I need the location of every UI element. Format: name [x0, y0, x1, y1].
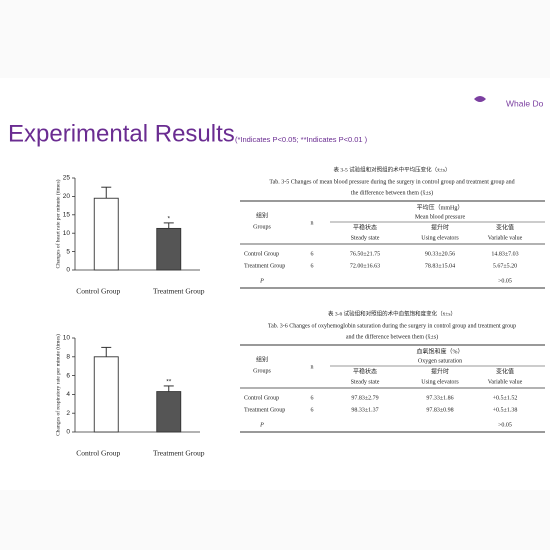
cell: 14.83±7.03: [491, 251, 518, 257]
header-n: n: [311, 364, 314, 370]
cell: 97.83±0.98: [426, 407, 453, 413]
header-col-cn: 提升时: [431, 223, 449, 231]
y-tick-label: 2: [66, 410, 70, 417]
bar: [156, 227, 182, 271]
p-value: >0.05: [498, 278, 512, 284]
header-col-cn: 变化值: [496, 223, 514, 231]
row-label: Control Group: [244, 251, 279, 257]
header-measure-cn: 平均压（mmHg）: [417, 203, 464, 211]
y-tick-label: 25: [63, 175, 71, 182]
y-tick-label: 0: [66, 267, 70, 274]
y-tick-label: 15: [63, 212, 71, 219]
header-col-cn: 平稳状态: [353, 367, 377, 375]
y-tick-label: 0: [66, 429, 70, 436]
y-axis-label: Changes of respiratory rate per minute (…: [54, 334, 61, 436]
table: 表 3-5 试验组和对照组的术中平均压变化（x̄±s） Tab. 3-5 Chan…: [240, 165, 545, 289]
bar: [93, 197, 119, 271]
table: 表 3-6 试验组和对照组的术中血氧饱和度变化（x̄±s） Tab. 3-6 Ch…: [240, 309, 545, 433]
cell: 97.83±2.79: [351, 395, 378, 401]
header-group-en: Groups: [253, 368, 271, 374]
title: Experimental Results: [8, 120, 235, 147]
header-measure-cn: 血氧饱和度（%）: [417, 347, 464, 355]
cell: 6: [311, 395, 314, 401]
cell: +0.5±1.38: [493, 407, 518, 413]
cell: 6: [311, 251, 314, 257]
p-label: P: [259, 278, 264, 284]
cell: 76.50±21.75: [350, 251, 380, 257]
header-col-cn: 提升时: [431, 367, 449, 375]
p-label: P: [259, 422, 264, 428]
header-col-en: Steady state: [351, 235, 380, 241]
y-tick-label: 4: [66, 391, 70, 398]
bottom-band: [0, 490, 550, 550]
row-label: Treatment Group: [244, 407, 285, 413]
header-measure-en: Mean blood pressure: [415, 214, 466, 220]
y-tick-label: 20: [63, 193, 71, 200]
header-col-en: Using elevators: [421, 235, 459, 241]
cell: 78.83±15.04: [425, 263, 455, 269]
y-tick-label: 10: [63, 230, 71, 237]
cell: 97.33±1.86: [426, 395, 453, 401]
significance-mark: **: [166, 379, 172, 386]
y-tick-label: 6: [66, 372, 70, 379]
header-col-en: Variable value: [488, 379, 523, 385]
significance-mark: *: [167, 216, 170, 223]
x-tick-label: Treatment Group: [153, 287, 205, 296]
top-band: [0, 0, 550, 78]
y-axis-label: Changes of heart rate per minute (times): [54, 179, 61, 268]
logo-text: Whale Do: [506, 98, 544, 108]
header-col-en: Variable value: [488, 235, 523, 241]
cell: 98.33±1.37: [351, 407, 378, 413]
row-label: Control Group: [244, 395, 279, 401]
bar: [93, 356, 119, 433]
cell: 90.33±20.56: [425, 251, 455, 257]
table-caption-cn: 表 3-5 试验组和对照组的术中平均压变化（x̄±s）: [334, 165, 451, 173]
p-value: >0.05: [498, 422, 512, 428]
table-caption-en: Tab. 3-6 Changes of oxyhemoglobin satura…: [268, 322, 516, 329]
cell: 6: [311, 407, 314, 413]
header-group-cn: 组别: [256, 355, 268, 363]
header-col-cn: 平稳状态: [353, 223, 377, 231]
logo-icon: [474, 96, 486, 102]
cell: 6: [311, 263, 314, 269]
x-tick-label: Treatment Group: [153, 449, 205, 458]
x-tick-label: Control Group: [76, 287, 120, 296]
subtitle: (*Indicates P<0.05; **Indicates P<0.01 ): [235, 135, 368, 144]
table-caption-en: Tab. 3-5 Changes of mean blood pressure …: [269, 178, 514, 185]
x-tick-label: Control Group: [76, 449, 120, 458]
bar: [156, 391, 182, 433]
y-tick-label: 5: [66, 248, 70, 255]
table-caption-cn: 表 3-6 试验组和对照组的术中血氧饱和度变化（x̄±s）: [328, 309, 456, 317]
header-n: n: [311, 220, 314, 226]
header-group-cn: 组别: [256, 211, 268, 219]
cell: 72.00±16.63: [350, 263, 380, 269]
cell: 5.67±5.20: [493, 263, 517, 269]
header-col-en: Steady state: [351, 379, 380, 385]
header-group-en: Groups: [253, 224, 271, 230]
header-measure-en: Oxygen saturation: [418, 358, 462, 364]
table-caption-en: the difference between them (x̄±s): [351, 189, 433, 196]
table-caption-en: and the difference between them (x̄±s): [346, 333, 438, 340]
header-col-en: Using elevators: [421, 379, 459, 385]
header-col-cn: 变化值: [496, 367, 514, 375]
y-tick-label: 8: [66, 354, 70, 361]
cell: +0.5±1.52: [493, 395, 518, 401]
y-tick-label: 10: [63, 335, 71, 342]
row-label: Treatment Group: [244, 263, 285, 269]
